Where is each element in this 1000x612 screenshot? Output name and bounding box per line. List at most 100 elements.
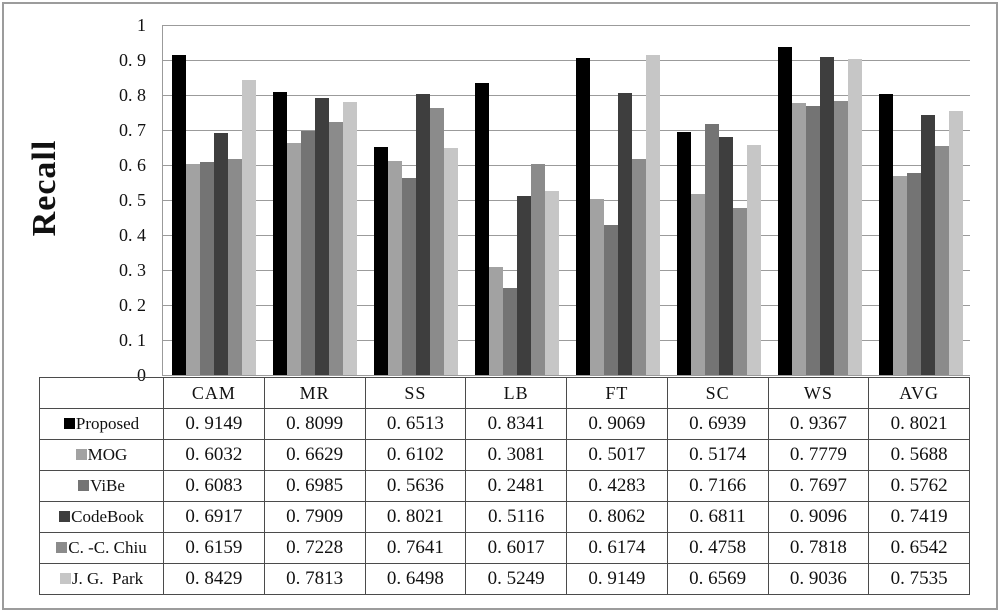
bar-mog-avg <box>893 176 907 375</box>
cell-codebook-ws: 0. 9096 <box>767 501 870 533</box>
cell-mog-ft: 0. 5017 <box>566 439 668 471</box>
legend-swatch-proposed <box>63 418 75 430</box>
table-header-row: CAM MR SS LB FT SC WS AVG <box>39 377 970 409</box>
cell-mog-lb: 0. 3081 <box>465 439 567 471</box>
cell-mog-mr: 0. 6629 <box>263 439 366 471</box>
y-tick-1: 1 <box>137 15 146 35</box>
cell-vibe-mr: 0. 6985 <box>263 470 366 502</box>
bar-j-g-park-ss <box>444 148 458 375</box>
cell-codebook-ss: 0. 8021 <box>364 501 467 533</box>
cell-proposed-avg: 0. 8021 <box>868 408 970 440</box>
column-header-ss: SS <box>364 377 467 409</box>
column-header-sc: SC <box>666 377 769 409</box>
bar-mog-cam <box>186 164 200 375</box>
cell-c-c-chiu-mr: 0. 7228 <box>263 532 366 564</box>
cell-c-c-chiu-ss: 0. 7641 <box>364 532 467 564</box>
bar-c-c-chiu-sc <box>733 208 747 375</box>
bar-j-g-park-avg <box>949 111 963 375</box>
cell-j-g-park-lb: 0. 5249 <box>465 563 567 595</box>
bar-c-c-chiu-lb <box>531 164 545 375</box>
bar-j-g-park-cam <box>242 80 256 375</box>
series-label-cell-mog: MOG <box>39 439 164 471</box>
cell-proposed-ft: 0. 9069 <box>566 408 668 440</box>
bar-c-c-chiu-mr <box>329 122 343 375</box>
y-tick-0-4: 0. 4 <box>119 225 146 245</box>
table-corner-cell <box>39 377 164 409</box>
bar-codebook-sc <box>719 137 733 375</box>
bar-proposed-sc <box>677 132 691 375</box>
cell-mog-cam: 0. 6032 <box>163 439 265 471</box>
bar-mog-mr <box>287 143 301 375</box>
series-label-cell-vibe: ViBe <box>39 470 164 502</box>
cell-mog-ws: 0. 7779 <box>767 439 870 471</box>
cell-codebook-mr: 0. 7909 <box>263 501 366 533</box>
bar-vibe-ft <box>604 225 618 375</box>
bar-c-c-chiu-ss <box>430 108 444 375</box>
bar-codebook-avg <box>921 115 935 375</box>
cell-c-c-chiu-sc: 0. 4758 <box>666 532 769 564</box>
y-tick-0-7: 0. 7 <box>119 120 146 140</box>
series-label-j-g-park: J. G. Park <box>71 569 144 589</box>
bar-c-c-chiu-cam <box>228 159 242 375</box>
cell-proposed-ss: 0. 6513 <box>364 408 467 440</box>
cell-j-g-park-mr: 0. 7813 <box>263 563 366 595</box>
bar-codebook-cam <box>214 133 228 375</box>
y-axis: 0 0. 1 0. 2 0. 3 0. 4 0. 5 0. 6 0. 7 0. 8 0. 9 1 <box>0 15 152 385</box>
bar-j-g-park-lb <box>545 191 559 375</box>
cell-vibe-cam: 0. 6083 <box>163 470 265 502</box>
y-tick-0-2: 0. 2 <box>119 295 146 315</box>
y-tick-0-8: 0. 8 <box>119 85 146 105</box>
cell-proposed-sc: 0. 6939 <box>666 408 769 440</box>
cell-mog-sc: 0. 5174 <box>666 439 769 471</box>
cell-c-c-chiu-avg: 0. 6542 <box>868 532 970 564</box>
cell-codebook-sc: 0. 6811 <box>666 501 769 533</box>
bar-proposed-ft <box>576 58 590 375</box>
y-tick-0-5: 0. 5 <box>119 190 146 210</box>
cell-proposed-ws: 0. 9367 <box>767 408 870 440</box>
bar-vibe-mr <box>301 131 315 375</box>
cell-proposed-lb: 0. 8341 <box>465 408 567 440</box>
bar-codebook-ft <box>618 93 632 375</box>
bar-mog-lb <box>489 267 503 375</box>
y-tick-0-3: 0. 3 <box>119 260 146 280</box>
plot-area <box>162 25 970 376</box>
series-label-mog: MOG <box>87 445 128 465</box>
cell-vibe-sc: 0. 7166 <box>666 470 769 502</box>
cell-mog-avg: 0. 5688 <box>868 439 970 471</box>
cell-codebook-avg: 0. 7419 <box>868 501 970 533</box>
cell-c-c-chiu-cam: 0. 6159 <box>163 532 265 564</box>
bar-mog-ss <box>388 161 402 375</box>
bar-j-g-park-ft <box>646 55 660 375</box>
bar-j-g-park-mr <box>343 102 357 375</box>
table-row-vibe: ViBe 0. 6083 0. 6985 0. 5636 0. 2481 0. 4283 0… <box>39 470 970 502</box>
series-label-cell-codebook: CodeBook <box>39 501 164 533</box>
column-header-avg: AVG <box>868 377 970 409</box>
cell-j-g-park-ft: 0. 9149 <box>566 563 668 595</box>
cell-mog-ss: 0. 6102 <box>364 439 467 471</box>
bar-j-g-park-ws <box>848 59 862 375</box>
bar-proposed-lb <box>475 83 489 375</box>
column-header-ws: WS <box>767 377 870 409</box>
bar-codebook-mr <box>315 98 329 375</box>
bar-vibe-lb <box>503 288 517 375</box>
bar-mog-sc <box>691 194 705 375</box>
table-row-c-c-chiu: C. -C. Chiu 0. 6159 0. 7228 0. 7641 0. 6017 0… <box>39 532 970 564</box>
series-label-c-c-chiu: C. -C. Chiu <box>68 538 147 558</box>
legend-swatch-mog <box>75 449 87 461</box>
series-label-cell-proposed: Proposed <box>39 408 164 440</box>
bar-codebook-lb <box>517 196 531 375</box>
cell-vibe-avg: 0. 5762 <box>868 470 970 502</box>
cell-codebook-cam: 0. 6917 <box>163 501 265 533</box>
bar-mog-ws <box>792 103 806 375</box>
table-row-mog: MOG 0. 6032 0. 6629 0. 6102 0. 3081 0. 5017 0.… <box>39 439 970 471</box>
table-row-j-g-park: J. G. Park 0. 8429 0. 7813 0. 6498 0. 5249 0.… <box>39 563 970 595</box>
cell-c-c-chiu-ws: 0. 7818 <box>767 532 870 564</box>
bar-vibe-avg <box>907 173 921 375</box>
legend-swatch-codebook <box>59 511 71 523</box>
cell-proposed-cam: 0. 9149 <box>163 408 265 440</box>
bar-proposed-mr <box>273 92 287 375</box>
column-header-cam: CAM <box>163 377 265 409</box>
cell-vibe-lb: 0. 2481 <box>465 470 567 502</box>
